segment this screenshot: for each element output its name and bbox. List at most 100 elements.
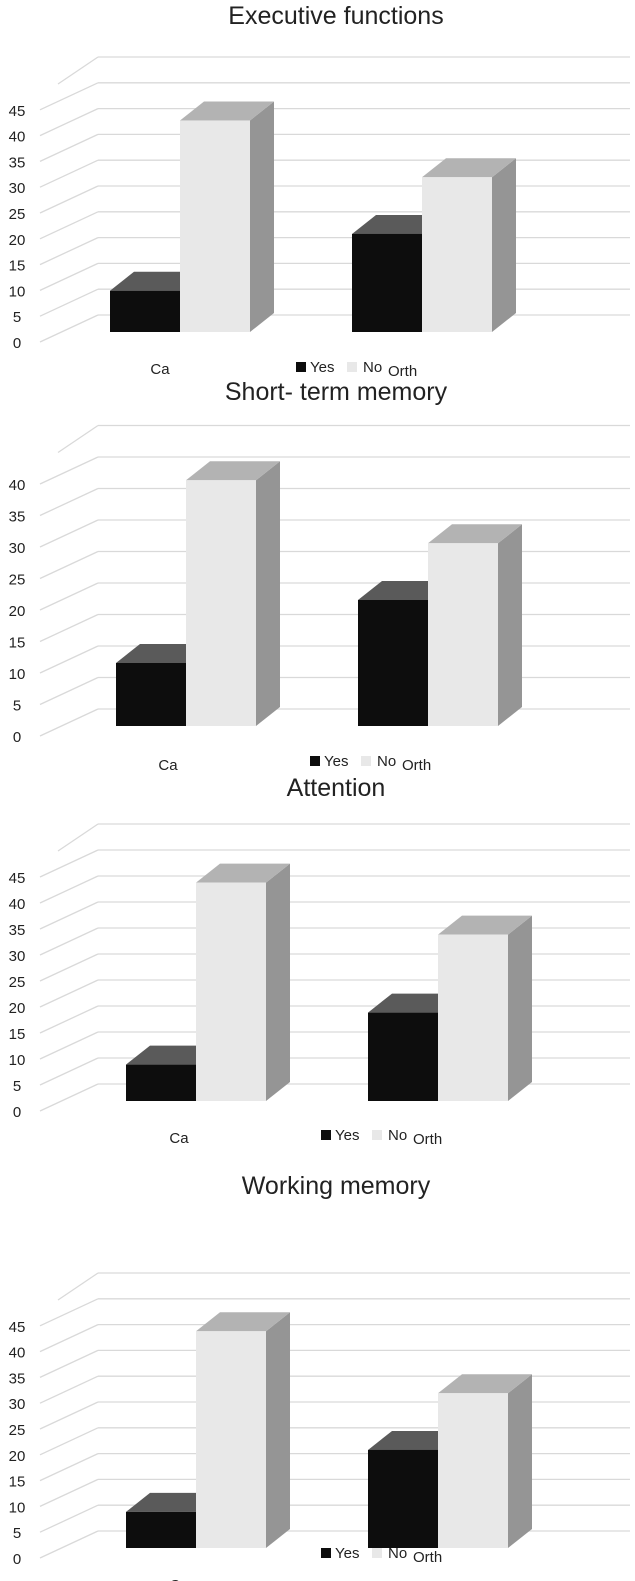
y-tick-label: 40 — [9, 896, 26, 913]
bar-front — [126, 1064, 196, 1101]
bar-side — [266, 1312, 290, 1548]
gridline-diagonal — [39, 582, 99, 611]
y-tick-label: 40 — [9, 129, 26, 146]
gridline-diagonal — [39, 1005, 99, 1034]
y-tick-label: 15 — [9, 258, 26, 275]
legend-swatch-no — [361, 756, 371, 766]
bar-front — [368, 1012, 438, 1101]
bar-top — [438, 1374, 532, 1394]
legend-label-yes: Yes — [310, 359, 334, 376]
bar-side — [256, 461, 280, 726]
y-tick-label: 40 — [9, 1345, 26, 1362]
bar-no-orth — [438, 915, 532, 1101]
legend-label-yes: Yes — [324, 753, 348, 770]
gridline-diagonal — [39, 708, 99, 737]
gridline-diagonal — [39, 237, 99, 266]
bar-side — [492, 158, 516, 332]
legend-label-no: No — [377, 753, 396, 770]
y-tick-label: 5 — [13, 698, 21, 715]
bar-front — [358, 600, 428, 726]
bar-side — [498, 524, 522, 726]
chart-panel-1: Short- term memory 0 5 10 15 20 25 30 35 40 Ca Yes N… — [9, 378, 630, 774]
chart-panel-3: Working memory 0 5 10 15 20 25 30 35 40 45 Ca Yes No O… — [9, 1172, 630, 1581]
gridline-diagonal — [39, 1298, 99, 1327]
gridline-diagonal — [39, 676, 99, 706]
y-tick-label: 35 — [9, 922, 26, 939]
bar-front — [126, 1511, 196, 1548]
bar-top — [196, 863, 290, 883]
legend-label-no: No — [363, 359, 382, 376]
gridline-diagonal — [39, 1453, 99, 1482]
gridline-diagonal — [39, 262, 99, 291]
bar-top — [186, 461, 280, 481]
bar-top — [428, 524, 522, 544]
bar-top — [422, 158, 516, 178]
y-tick-label: 20 — [9, 603, 26, 620]
y-tick-label: 5 — [13, 1525, 21, 1542]
bar-front — [116, 663, 186, 726]
bar-no-orth — [422, 158, 516, 332]
bar-no-ca — [186, 461, 280, 726]
y-tick-label: 5 — [13, 1078, 21, 1095]
gridline-diagonal — [39, 314, 99, 343]
category-label-orth: Orth — [388, 363, 417, 380]
y-tick-label: 25 — [9, 1422, 26, 1439]
gridline-diagonal — [39, 550, 99, 580]
gridline-diagonal — [39, 1504, 99, 1533]
legend-swatch-no — [372, 1548, 382, 1558]
y-tick-label: 20 — [9, 232, 26, 249]
y-tick-label: 45 — [9, 1319, 26, 1336]
gridline-diagonal — [39, 901, 99, 930]
legend-swatch-yes — [296, 362, 306, 372]
y-tick-label: 30 — [9, 1396, 26, 1413]
chart-title: Attention — [287, 774, 386, 802]
gridline-diagonal — [39, 1057, 99, 1086]
category-label-ca: Ca — [169, 1577, 189, 1581]
legend-swatch-yes — [321, 1130, 331, 1140]
legend-swatch-yes — [321, 1548, 331, 1558]
bar-side — [250, 101, 274, 332]
y-tick-label: 0 — [13, 1551, 21, 1568]
category-label-orth: Orth — [413, 1131, 442, 1148]
y-tick-label: 0 — [13, 1104, 21, 1121]
gridline-diagonal — [39, 953, 99, 982]
legend-label-yes: Yes — [335, 1545, 359, 1562]
gridline-diagonal — [39, 613, 99, 643]
legend-swatch-no — [347, 362, 357, 372]
bar-front — [438, 1393, 508, 1548]
y-tick-label: 15 — [9, 635, 26, 652]
bar-no-orth — [438, 1374, 532, 1548]
gridline-diagonal — [39, 185, 99, 214]
y-tick-label: 10 — [9, 1499, 26, 1516]
gridline-diagonal — [39, 456, 99, 485]
gridline-diagonal — [39, 979, 99, 1008]
gridline-diagonal — [39, 1375, 99, 1404]
gridline-diagonal — [57, 56, 99, 85]
legend-swatch-no — [372, 1130, 382, 1140]
gridline-diagonal — [39, 1401, 99, 1430]
gridline-diagonal — [57, 424, 99, 454]
chart-title: Short- term memory — [225, 378, 448, 406]
y-tick-label: 25 — [9, 974, 26, 991]
y-tick-label: 5 — [13, 309, 21, 326]
y-tick-label: 30 — [9, 540, 26, 557]
y-tick-label: 45 — [9, 870, 26, 887]
gridline-diagonal — [39, 1427, 99, 1456]
bar-front — [110, 290, 180, 332]
y-tick-label: 35 — [9, 154, 26, 171]
y-tick-label: 10 — [9, 283, 26, 300]
bar-no-ca — [196, 1312, 290, 1548]
y-tick-label: 0 — [13, 335, 21, 352]
legend-label-no: No — [388, 1127, 407, 1144]
y-tick-label: 15 — [9, 1026, 26, 1043]
chart-panel-0: Executive functions 0 5 10 15 20 25 30 35 40 45 Ca Y… — [9, 2, 630, 380]
bar-top — [438, 915, 532, 935]
bar-front — [422, 177, 492, 332]
gridline-diagonal — [39, 1530, 99, 1559]
bar-front — [186, 480, 256, 726]
bar-no-orth — [428, 524, 522, 726]
y-tick-label: 15 — [9, 1474, 26, 1491]
y-tick-label: 20 — [9, 1448, 26, 1465]
category-label-ca: Ca — [169, 1130, 189, 1147]
